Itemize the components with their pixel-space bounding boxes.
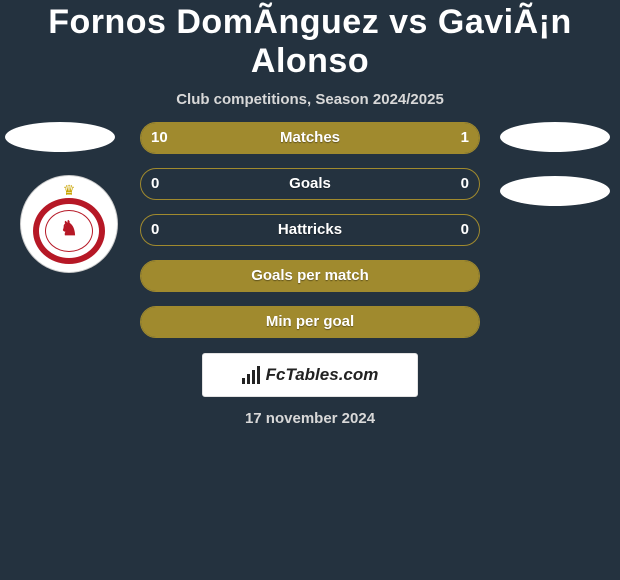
page-title: Fornos DomÃ­nguez vs GaviÃ¡n Alonso <box>0 0 620 81</box>
row-label: Goals per match <box>251 261 369 291</box>
row-label: Matches <box>280 123 340 153</box>
row-value-right: 1 <box>421 123 469 153</box>
comparison-rows: 10 1 Matches 0 0 Goals 0 0 Hattricks Goals per ma… <box>140 122 480 352</box>
row-value-left: 0 <box>151 169 199 199</box>
row-value-left: 0 <box>151 215 199 245</box>
comparison-row: Min per goal <box>140 306 480 338</box>
player-left-placeholder-1 <box>5 122 115 152</box>
row-value-right: 0 <box>421 169 469 199</box>
row-label: Hattricks <box>278 215 342 245</box>
bars-icon <box>242 366 260 384</box>
subtitle: Club competitions, Season 2024/2025 <box>0 91 620 108</box>
row-value-left: 10 <box>151 123 199 153</box>
comparison-row: Goals per match <box>140 260 480 292</box>
crest-crown-icon: ♛ <box>63 182 76 199</box>
comparison-row: 0 0 Hattricks <box>140 214 480 246</box>
player-right-placeholder-1 <box>500 122 610 152</box>
player-right-placeholder-2 <box>500 176 610 206</box>
club-crest-left: ♛ ♞ <box>20 175 118 273</box>
comparison-row: 0 0 Goals <box>140 168 480 200</box>
comparison-row: 10 1 Matches <box>140 122 480 154</box>
row-label: Goals <box>289 169 331 199</box>
source-badge[interactable]: FcTables.com <box>202 353 418 397</box>
row-label: Min per goal <box>266 307 354 337</box>
source-badge-text: FcTables.com <box>266 365 379 385</box>
date-label: 17 november 2024 <box>0 410 620 427</box>
crest-lion-icon: ♞ <box>21 216 117 241</box>
row-value-right: 0 <box>421 215 469 245</box>
